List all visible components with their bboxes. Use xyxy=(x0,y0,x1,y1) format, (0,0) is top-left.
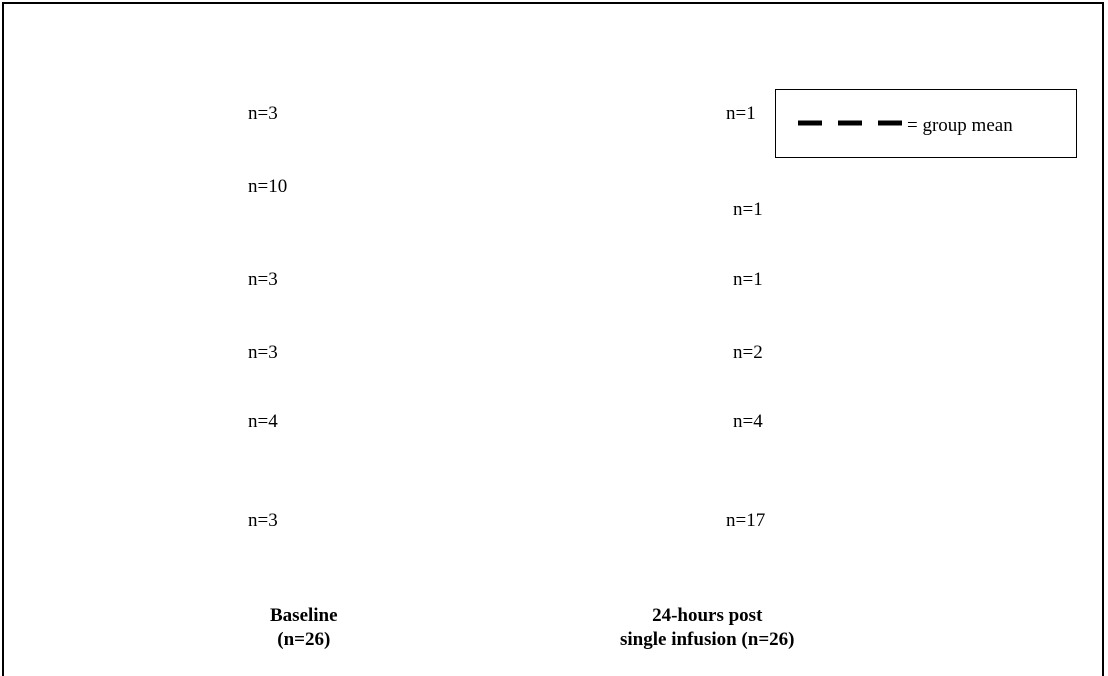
post-infusion-count-4: n=2 xyxy=(733,342,763,363)
category-label-post-infusion: 24-hours post single infusion (n=26) xyxy=(620,604,794,652)
post-infusion-count-5: n=4 xyxy=(733,411,763,432)
category-label-post-line1: 24-hours post xyxy=(652,605,763,626)
legend-box: = group mean xyxy=(775,89,1077,158)
baseline-count-4: n=3 xyxy=(248,342,278,363)
post-infusion-count-2: n=1 xyxy=(733,199,763,220)
baseline-count-1: n=3 xyxy=(248,103,278,124)
baseline-count-3: n=3 xyxy=(248,269,278,290)
category-label-baseline-line2: (n=26) xyxy=(277,629,331,650)
baseline-count-6: n=3 xyxy=(248,510,278,531)
category-label-baseline: Baseline (n=26) xyxy=(270,604,338,652)
post-infusion-count-6: n=17 xyxy=(726,510,766,531)
post-infusion-count-3: n=1 xyxy=(733,269,763,290)
baseline-count-2: n=10 xyxy=(248,176,288,197)
group-mean-dash-icon xyxy=(798,120,904,126)
category-label-post-line2: single infusion (n=26) xyxy=(620,629,795,650)
post-infusion-count-1: n=1 xyxy=(726,103,756,124)
baseline-count-5: n=4 xyxy=(248,411,278,432)
category-label-baseline-line1: Baseline xyxy=(270,605,338,626)
legend-label: = group mean xyxy=(907,115,1013,136)
